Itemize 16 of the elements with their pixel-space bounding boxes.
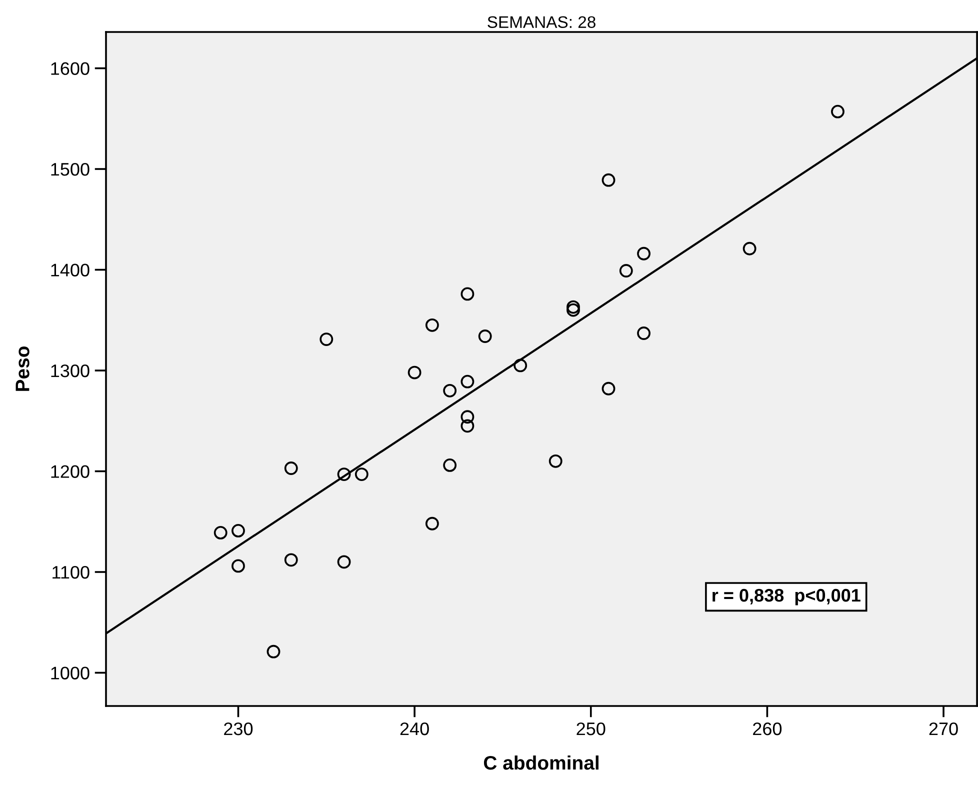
y-tick-label: 1600: [51, 62, 90, 75]
y-tick-label: 1200: [51, 465, 90, 478]
annotation: r = 0,838 p<0,001: [712, 588, 860, 606]
x-tick-label: 260: [753, 722, 782, 736]
x-tick-label: 270: [929, 722, 958, 736]
chart-title: SEMANAS: 28: [488, 16, 596, 28]
y-tick-label: 1300: [51, 364, 90, 378]
x-tick-label: 230: [224, 722, 253, 736]
x-axis-title: C abdominal: [484, 755, 598, 770]
y-axis-title: Peso: [16, 346, 30, 391]
x-tick-label: 250: [576, 722, 606, 736]
y-tick-label: 1400: [51, 264, 90, 276]
y-tick-label: 1100: [52, 566, 90, 579]
y-tick-label: 1000: [51, 666, 90, 680]
y-tick-label: 1500: [51, 162, 90, 176]
x-tick-label: 240: [400, 722, 429, 736]
